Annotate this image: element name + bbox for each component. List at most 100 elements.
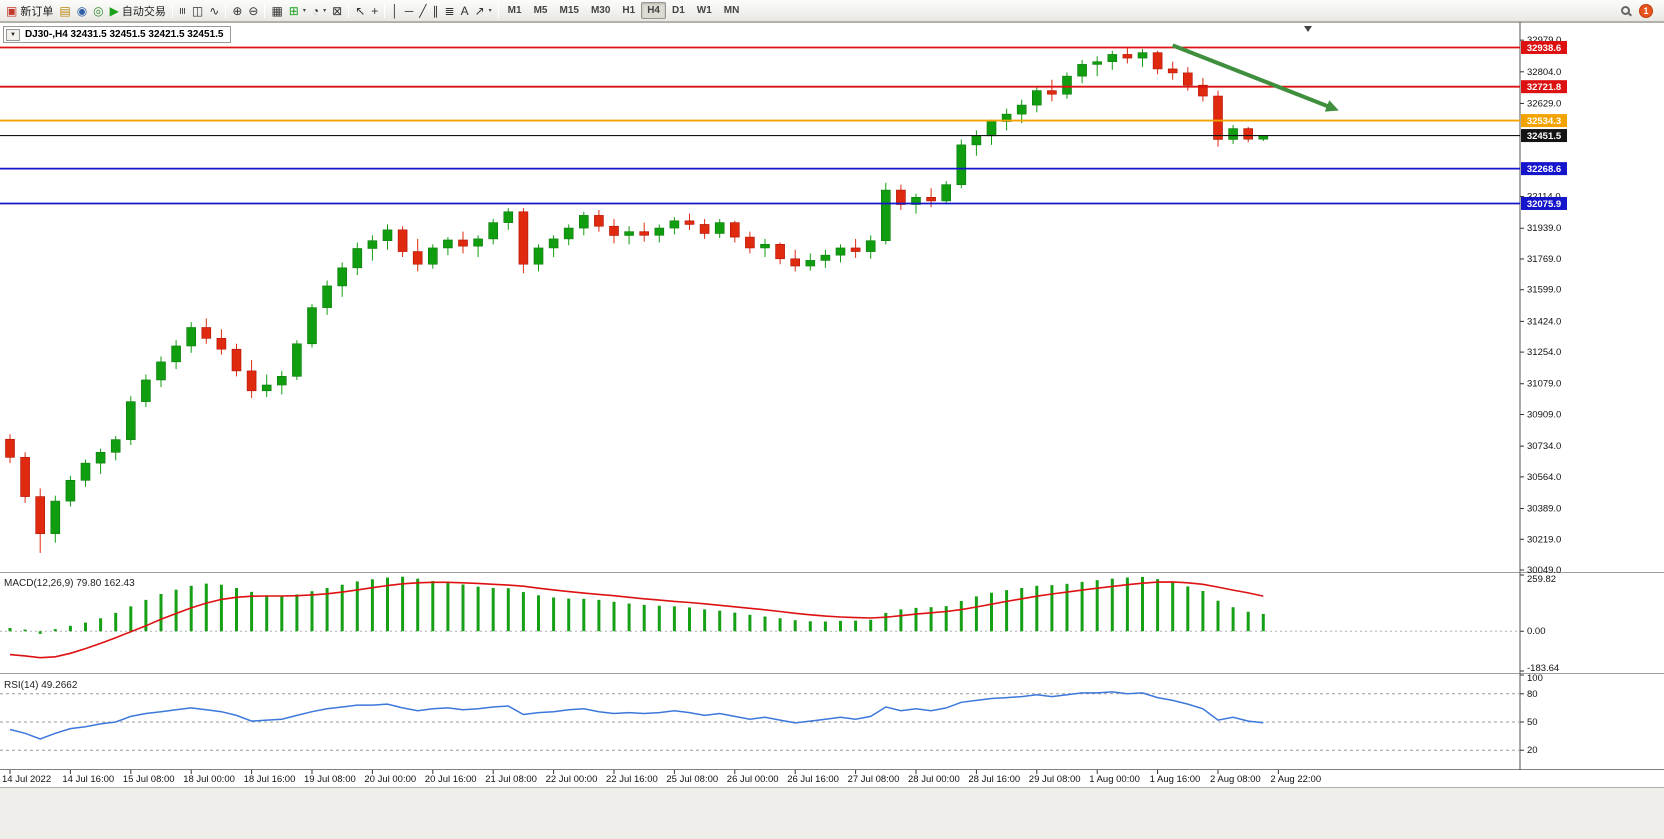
chart-dropdown-icon[interactable]: ▼: [6, 28, 20, 41]
candle-body: [518, 211, 529, 265]
navigator-button[interactable]: ◎: [90, 2, 106, 20]
timeframe-m30-button[interactable]: M30: [590, 5, 611, 16]
candle-body: [50, 500, 61, 534]
price-badge-label: 32534.3: [1527, 116, 1561, 127]
caret-down-icon: ▾: [488, 8, 492, 14]
candles-chart-type-button[interactable]: ◫: [189, 2, 206, 20]
candle-body: [1183, 72, 1193, 86]
trend-arrow-line[interactable]: [1171, 43, 1333, 110]
candle-body: [956, 144, 967, 185]
candle-body: [1167, 68, 1178, 74]
candle-body: [322, 285, 332, 308]
candle-body: [20, 457, 30, 497]
time-axis-label: 28 Jul 00:00: [908, 774, 960, 785]
channel-tool-button[interactable]: ∥: [430, 2, 442, 20]
zoom-out-button[interactable]: ⊖: [245, 2, 261, 20]
candle-body: [126, 401, 136, 440]
candle-body: [548, 238, 559, 249]
price-axis-label: 31079.0: [1527, 379, 1561, 390]
timeframe-m15-button[interactable]: M15: [559, 5, 579, 16]
candle-body: [578, 215, 589, 229]
auto-trading-button[interactable]: ▶ 自动交易: [107, 2, 169, 20]
candle-body: [412, 251, 423, 265]
market-watch-icon: ◉: [76, 3, 88, 18]
line-chart-type-button[interactable]: ∿: [206, 2, 222, 20]
bars-chart-type-button[interactable]: ≡: [175, 2, 189, 20]
candle-body: [1122, 54, 1133, 59]
time-axis-label: 14 Jul 16:00: [62, 774, 114, 785]
time-axis-label: 15 Jul 08:00: [123, 774, 175, 785]
time-axis-label: 21 Jul 08:00: [485, 774, 537, 785]
candle-body: [971, 135, 982, 146]
candle-body: [382, 229, 393, 242]
time-axis[interactable]: 14 Jul 2022 14 Jul 16:00 15 Jul 08:00 18 Ju…: [2, 770, 1321, 785]
price-badge: [1521, 162, 1567, 176]
trendline-tool-button[interactable]: ╱: [416, 2, 429, 20]
time-axis-label: 1 Aug 00:00: [1089, 774, 1140, 785]
timeframe-d1-button[interactable]: D1: [671, 5, 685, 16]
candle-body: [729, 222, 740, 238]
candle-body: [760, 244, 770, 249]
candle-body: [745, 236, 755, 249]
vertical-line-tool-button[interactable]: │: [388, 2, 402, 20]
candle-body: [1016, 104, 1027, 115]
periods-button[interactable]: ◔ ▾: [309, 2, 329, 20]
time-axis-label: 1 Aug 16:00: [1150, 774, 1201, 785]
price-axis-label: 31254.0: [1527, 347, 1561, 358]
candles-chart-type-icon: ◫: [191, 3, 204, 18]
time-axis-label: 27 Jul 08:00: [848, 774, 900, 785]
new-order-button[interactable]: ▣ 新订单: [3, 2, 56, 20]
horizontal-line-tool-button[interactable]: ─: [402, 2, 417, 20]
candle-body: [1092, 61, 1102, 65]
toolbar-separator: [225, 3, 227, 18]
price-badge: [1521, 114, 1567, 128]
charts-grid-button[interactable]: ▤: [56, 2, 73, 20]
candle-body: [80, 462, 91, 481]
time-axis-label: 25 Jul 08:00: [666, 774, 718, 785]
timeframe-mn-button[interactable]: MN: [723, 5, 740, 16]
price-badge-label: 32451.5: [1527, 131, 1562, 142]
timeframe-m1-button[interactable]: M1: [507, 5, 522, 16]
candle-body: [186, 327, 196, 347]
crosshair-tool-button[interactable]: +: [368, 2, 381, 20]
add-indicator-button[interactable]: ⊞ ▾: [286, 2, 309, 20]
search-icon[interactable]: [1621, 6, 1630, 15]
candle-body: [1032, 90, 1042, 106]
arrows-tool-button[interactable]: ↗ ▾: [472, 2, 495, 20]
tile-windows-button[interactable]: ▦: [268, 2, 285, 20]
add-indicator-icon: ⊞: [288, 3, 299, 18]
trend-arrow-head-icon: [1324, 100, 1339, 112]
candle-body: [594, 215, 604, 227]
time-axis-label: 20 Jul 16:00: [425, 774, 477, 785]
candle-body: [1137, 52, 1148, 59]
text-tool-button[interactable]: A: [458, 2, 472, 20]
timeframe-w1-button[interactable]: W1: [696, 5, 712, 16]
cursor-tool-button[interactable]: ↖: [352, 2, 368, 20]
text-tool-icon: A: [460, 3, 469, 18]
chart-title-box[interactable]: ▼ DJ30-,H4 32431.5 32451.5 32421.5 32451…: [3, 26, 232, 43]
macd-axis-label: -183.64: [1527, 663, 1559, 674]
templates-button[interactable]: ⊠: [329, 2, 345, 20]
toolbar-separator: [497, 3, 499, 18]
fibonacci-tool-button[interactable]: ≣: [442, 2, 458, 20]
toolbar-button-group: ▣ 新订单 ▤ ◉ ◎ ▶ 自动交易 ≡ ◫ ∿ ⊕ ⊖ ▦ ⊞ ▾ ◔ ▾ ⊠ ↖ + │ ─ ╱ ∥ ≣ A ↗ ▾: [3, 2, 502, 20]
channel-tool-icon: ∥: [432, 3, 439, 18]
timeframe-m5-button[interactable]: M5: [533, 5, 548, 16]
timeframe-h4-button[interactable]: H4: [641, 2, 666, 19]
zoom-in-button[interactable]: ⊕: [229, 2, 245, 20]
price-badge: [1521, 40, 1567, 54]
price-axis-label: 31599.0: [1527, 285, 1561, 296]
candle-body: [684, 220, 695, 225]
candle-body: [865, 240, 876, 252]
candles-layer: [5, 46, 1269, 554]
toolbar-right-group: 1: [1621, 3, 1661, 18]
price-axis[interactable]: 32979.032804.032629.032114.031939.031769…: [1520, 35, 1561, 576]
notification-badge[interactable]: 1: [1639, 3, 1653, 18]
timeframe-h1-button[interactable]: H1: [622, 5, 636, 16]
market-watch-button[interactable]: ◉: [74, 2, 90, 20]
candle-body: [95, 451, 106, 464]
candle-body: [171, 345, 181, 363]
candle-body: [986, 121, 997, 137]
charts-grid-icon: ▤: [59, 3, 71, 18]
